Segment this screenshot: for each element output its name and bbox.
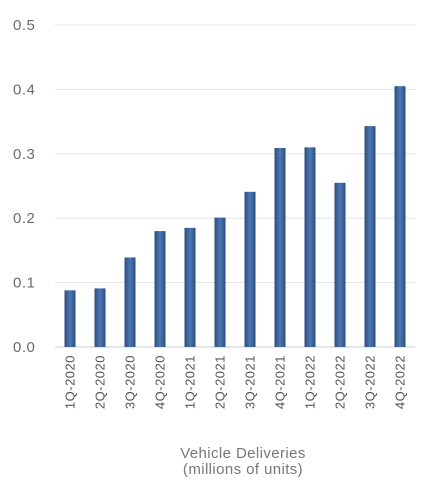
y-tick-label: 0.0 xyxy=(13,339,35,356)
y-tick-label: 0.1 xyxy=(13,275,35,292)
x-tick-label: 4Q-2022 xyxy=(393,355,408,409)
bar-4q-2021 xyxy=(274,148,286,347)
x-axis-ticks: 1Q-2020 2Q-2020 3Q-2020 4Q-2020 1Q-2021 2Q-20… xyxy=(63,355,408,409)
x-tick-label: 1Q-2020 xyxy=(63,355,78,409)
bar-1q-2021 xyxy=(184,227,196,347)
bar-3q-2022 xyxy=(364,126,376,347)
x-axis-label: Vehicle Deliveries xyxy=(180,445,306,462)
x-tick-label: 2Q-2022 xyxy=(333,355,348,409)
bar-1q-2022 xyxy=(304,147,316,347)
x-tick-label: 4Q-2020 xyxy=(153,355,168,409)
bar-4q-2022 xyxy=(394,86,406,348)
bar-2q-2020 xyxy=(94,288,106,347)
x-axis-label-units: (millions of units) xyxy=(183,461,303,478)
y-tick-label: 0.2 xyxy=(13,210,35,227)
bar-3q-2020 xyxy=(124,257,136,347)
bar-4q-2020 xyxy=(154,231,166,347)
x-tick-label: 4Q-2021 xyxy=(273,355,288,409)
bar-2q-2022 xyxy=(334,182,346,347)
x-tick-label: 3Q-2022 xyxy=(363,355,378,409)
gridlines xyxy=(55,24,415,348)
bar-3q-2021 xyxy=(244,191,256,347)
x-tick-label: 1Q-2021 xyxy=(183,355,198,409)
y-axis-ticks: 0.0 0.1 0.2 0.3 0.4 0.5 xyxy=(13,17,35,356)
x-tick-label: 2Q-2020 xyxy=(93,355,108,409)
x-tick-label: 3Q-2021 xyxy=(243,355,258,409)
bar-1q-2020 xyxy=(64,290,76,347)
x-tick-label: 3Q-2020 xyxy=(123,355,138,409)
bar-2q-2021 xyxy=(214,217,226,347)
x-tick-label: 2Q-2021 xyxy=(213,355,228,409)
y-tick-label: 0.5 xyxy=(13,17,35,34)
x-tick-label: 1Q-2022 xyxy=(303,355,318,409)
bars xyxy=(64,86,406,348)
y-tick-label: 0.4 xyxy=(13,81,35,98)
y-tick-label: 0.3 xyxy=(13,146,35,163)
